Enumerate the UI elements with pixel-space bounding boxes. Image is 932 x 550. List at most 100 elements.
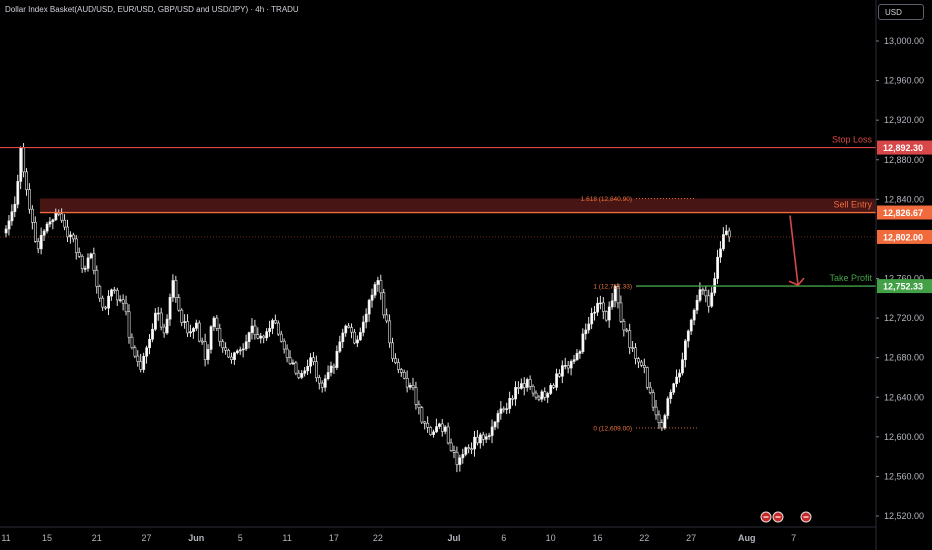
candle-body bbox=[643, 365, 646, 368]
time-tick-label: 5 bbox=[238, 533, 243, 543]
candle-body bbox=[367, 299, 371, 315]
candle-body bbox=[83, 268, 87, 270]
candle-body bbox=[414, 387, 418, 405]
candle-body bbox=[329, 365, 333, 373]
price-tick-label: 12,920.00 bbox=[884, 115, 924, 125]
candle-body bbox=[379, 280, 383, 294]
price-tick-label: 12,520.00 bbox=[884, 511, 924, 521]
currency-button[interactable]: USD bbox=[878, 4, 924, 20]
candle-body bbox=[121, 299, 125, 304]
candle-body bbox=[268, 328, 272, 332]
candle-body bbox=[332, 365, 336, 368]
candle-body bbox=[19, 147, 23, 182]
event-icons bbox=[760, 511, 812, 523]
candle-body bbox=[631, 347, 635, 349]
candle-body bbox=[309, 357, 313, 367]
candle-body bbox=[253, 325, 257, 335]
candle-body bbox=[89, 253, 93, 259]
candle-body bbox=[511, 398, 515, 400]
candle-body bbox=[338, 341, 342, 352]
candle-body bbox=[484, 436, 488, 440]
candle-body bbox=[461, 454, 465, 459]
candle-body bbox=[467, 447, 471, 450]
candle-body bbox=[274, 320, 277, 324]
candle-body bbox=[438, 423, 441, 427]
candle-body bbox=[200, 340, 204, 343]
candle-body bbox=[209, 326, 213, 350]
candle-body bbox=[118, 299, 122, 302]
candle-body bbox=[722, 234, 725, 250]
arrow-head bbox=[788, 277, 805, 287]
candle-body bbox=[534, 392, 538, 398]
candle-body bbox=[555, 373, 558, 388]
sell-entry-label: Sell Entry bbox=[833, 200, 872, 210]
candle-body bbox=[566, 365, 570, 369]
candle-body bbox=[716, 256, 720, 279]
candle-body bbox=[288, 357, 292, 364]
candle-body bbox=[695, 299, 699, 311]
candle-body bbox=[382, 292, 386, 316]
candle-body bbox=[139, 361, 143, 370]
candle-body bbox=[640, 361, 643, 366]
candle-body bbox=[33, 222, 37, 242]
candle-body bbox=[619, 302, 623, 322]
candle-body bbox=[420, 407, 424, 423]
candle-body bbox=[279, 333, 283, 342]
candle-body bbox=[341, 332, 345, 343]
price-tick-label: 12,720.00 bbox=[884, 313, 924, 323]
candle-body bbox=[581, 333, 585, 352]
candle-body bbox=[704, 290, 708, 297]
candle-body bbox=[171, 280, 175, 298]
candle-body bbox=[271, 320, 274, 329]
candle-body bbox=[546, 393, 550, 398]
candle-body bbox=[212, 317, 216, 327]
stop-loss-label: Stop Loss bbox=[832, 135, 873, 145]
candle-body bbox=[593, 311, 597, 314]
candle-body bbox=[221, 341, 225, 349]
candle-body bbox=[159, 312, 163, 328]
last-price-tag bbox=[877, 229, 932, 244]
candle-body bbox=[361, 321, 365, 333]
price-tags: 12,892.30 12,826.67 12,802.00 12,752.33 bbox=[877, 140, 932, 294]
candle-body bbox=[651, 392, 655, 408]
fib-1618-label: 1.618 (12,840.90) bbox=[581, 196, 632, 203]
time-tick-label: 17 bbox=[329, 533, 339, 543]
candle-body bbox=[186, 321, 190, 334]
time-tick-label: 22 bbox=[639, 533, 649, 543]
candle-body bbox=[39, 235, 43, 250]
candle-body bbox=[285, 348, 289, 358]
candle-body bbox=[320, 382, 324, 388]
candle-body bbox=[31, 208, 34, 223]
candle-body bbox=[493, 421, 497, 428]
candle-body bbox=[104, 306, 108, 309]
candle-body bbox=[306, 365, 310, 372]
candle-body bbox=[241, 348, 245, 351]
candle-body bbox=[522, 383, 526, 388]
candle-body bbox=[162, 326, 166, 334]
candle-body bbox=[423, 421, 427, 424]
price-tick-label: 12,560.00 bbox=[884, 471, 924, 481]
candle-body bbox=[578, 351, 582, 354]
candle-body bbox=[45, 223, 49, 232]
candle-body bbox=[686, 330, 690, 342]
fib-0-label: 0 (12,609.00) bbox=[593, 425, 632, 432]
candle-body bbox=[429, 427, 433, 435]
candle-body bbox=[124, 302, 128, 313]
candle-body bbox=[417, 403, 421, 408]
candle-body bbox=[177, 297, 181, 311]
candle-body bbox=[698, 289, 702, 301]
candle-body bbox=[476, 436, 479, 444]
candle-body bbox=[584, 329, 588, 335]
candle-body bbox=[575, 353, 579, 360]
candle-body bbox=[291, 362, 295, 365]
candle-body bbox=[490, 426, 494, 436]
candle-body bbox=[233, 352, 236, 360]
candle-body bbox=[561, 365, 564, 377]
candle-body bbox=[675, 376, 679, 385]
candle-body bbox=[259, 335, 263, 339]
candle-body bbox=[610, 300, 614, 308]
candle-body bbox=[458, 457, 462, 465]
time-tick-label: 6 bbox=[501, 533, 506, 543]
candle-body bbox=[479, 434, 482, 444]
